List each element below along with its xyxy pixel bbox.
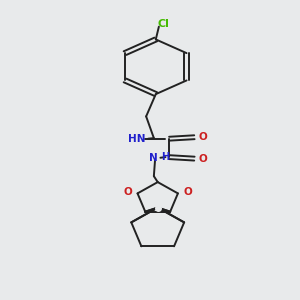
Text: O: O: [124, 187, 132, 197]
Text: HN: HN: [128, 134, 145, 144]
Text: O: O: [183, 187, 192, 197]
Text: H: H: [161, 152, 169, 162]
Text: Cl: Cl: [158, 19, 169, 29]
Text: N: N: [149, 153, 158, 163]
Text: O: O: [199, 154, 207, 164]
Text: O: O: [199, 132, 207, 142]
